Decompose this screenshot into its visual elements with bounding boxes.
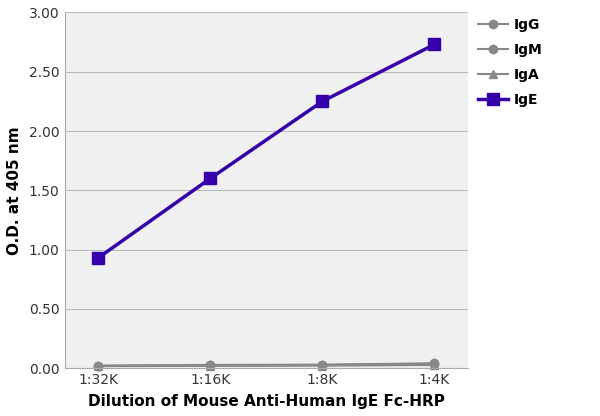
IgA <box>431 362 438 367</box>
IgG <box>95 364 102 369</box>
Y-axis label: O.D. at 405 nm: O.D. at 405 nm <box>7 126 22 255</box>
IgE <box>431 42 438 47</box>
Line: IgE: IgE <box>92 39 440 263</box>
IgG <box>319 362 326 367</box>
X-axis label: Dilution of Mouse Anti-Human IgE Fc-HRP: Dilution of Mouse Anti-Human IgE Fc-HRP <box>88 394 445 409</box>
IgE <box>206 176 214 181</box>
IgA <box>206 364 214 369</box>
IgM <box>206 362 214 367</box>
Line: IgA: IgA <box>94 361 439 370</box>
IgM <box>319 362 326 367</box>
Legend: IgG, IgM, IgA, IgE: IgG, IgM, IgA, IgE <box>472 12 548 113</box>
IgA <box>95 364 102 369</box>
IgG <box>431 361 438 366</box>
IgE <box>319 99 326 104</box>
IgM <box>431 361 438 366</box>
Line: IgM: IgM <box>94 359 439 370</box>
IgE <box>95 255 102 260</box>
Line: IgG: IgG <box>94 359 439 370</box>
IgG <box>206 363 214 368</box>
IgM <box>95 363 102 368</box>
IgA <box>319 363 326 368</box>
